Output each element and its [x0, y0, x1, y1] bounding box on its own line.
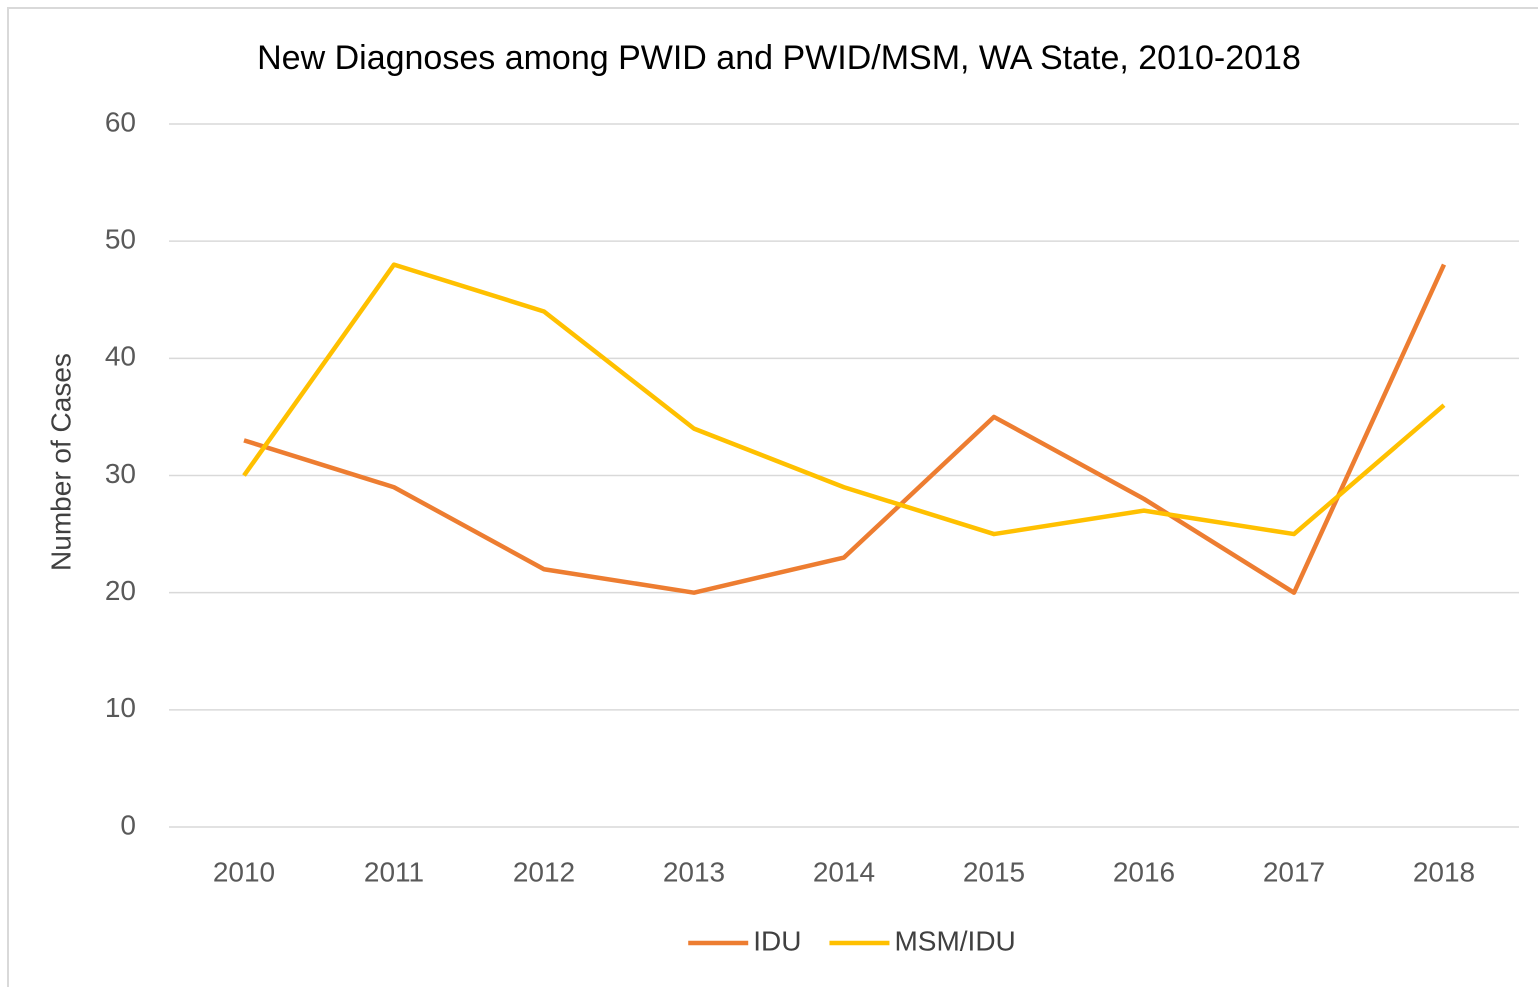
y-tick-label: 60	[105, 106, 136, 137]
x-tick-label: 2016	[1113, 856, 1175, 887]
x-tick-label: 2013	[663, 856, 725, 887]
x-tick-label: 2010	[213, 856, 275, 887]
x-tick-label: 2017	[1263, 856, 1325, 887]
series-line	[243, 263, 1447, 595]
x-tick-label: 2012	[513, 856, 575, 887]
y-tick-label: 30	[105, 458, 136, 489]
y-axis-label: Number of Cases	[45, 353, 76, 571]
y-tick-label: 0	[120, 809, 136, 840]
x-tick-label: 2015	[963, 856, 1025, 887]
x-tick-label: 2018	[1413, 856, 1475, 887]
y-tick-label: 20	[105, 575, 136, 606]
legend-label: MSM/IDU	[894, 925, 1015, 956]
y-tick-label: 10	[105, 692, 136, 723]
x-tick-label: 2011	[364, 856, 424, 887]
y-tick-label: 50	[105, 224, 136, 255]
series-line	[242, 262, 1446, 537]
chart-title: New Diagnoses among PWID and PWID/MSM, W…	[257, 39, 1301, 77]
chart-frame	[7, 7, 1538, 987]
y-tick-label: 40	[105, 341, 136, 372]
legend-label: IDU	[753, 925, 801, 956]
x-tick-label: 2014	[813, 856, 875, 887]
